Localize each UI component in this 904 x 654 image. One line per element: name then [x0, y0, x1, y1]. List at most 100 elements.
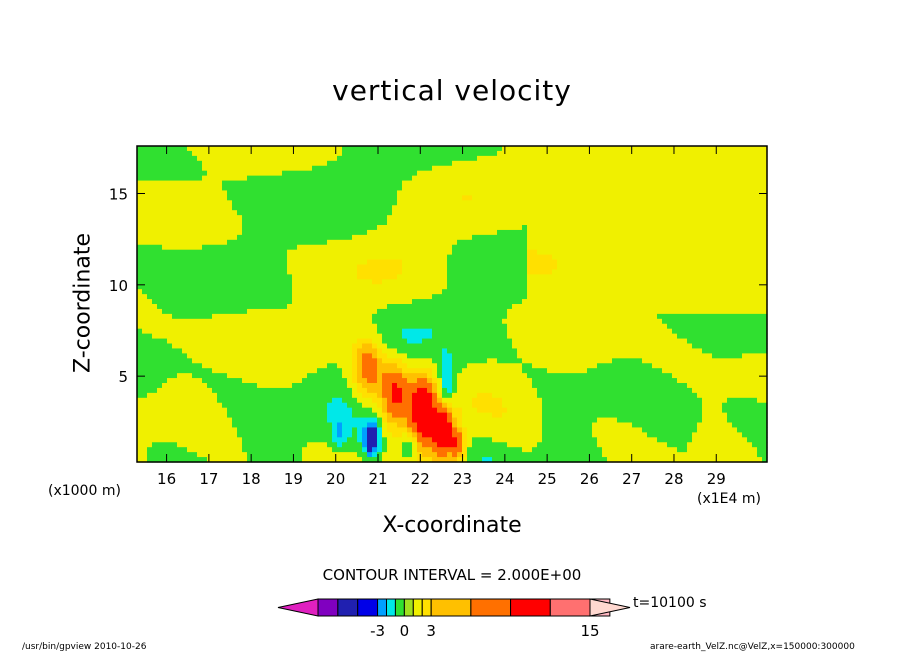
- field-cell: [277, 239, 283, 246]
- field-cell: [307, 234, 313, 241]
- field-cell: [162, 457, 168, 463]
- field-cell: [407, 165, 413, 172]
- field-cell: [422, 333, 428, 340]
- field-cell: [222, 269, 228, 275]
- field-cell: [242, 368, 248, 374]
- field-cell: [402, 170, 408, 177]
- field-cell: [277, 402, 283, 409]
- field-cell: [492, 447, 498, 453]
- field-cell: [157, 180, 163, 187]
- field-cell: [337, 259, 343, 266]
- field-cell: [162, 279, 168, 285]
- field-cell: [512, 215, 518, 221]
- field-cell: [467, 294, 473, 300]
- field-cell: [167, 373, 173, 379]
- field-cell: [177, 383, 183, 389]
- field-cell: [187, 442, 193, 448]
- field-cell: [467, 165, 473, 172]
- field-cell: [402, 363, 408, 369]
- field-cell: [167, 254, 173, 261]
- field-cell: [367, 294, 373, 300]
- field-cell: [497, 289, 503, 295]
- field-cell: [402, 373, 408, 379]
- field-cell: [212, 387, 218, 394]
- field-cell: [442, 402, 448, 409]
- field-cell: [467, 328, 473, 335]
- field-cell: [427, 279, 433, 285]
- field-cell: [242, 155, 248, 162]
- field-cell: [347, 234, 353, 241]
- field-cell: [362, 427, 368, 433]
- field-cell: [272, 225, 278, 231]
- field-cell: [287, 165, 293, 172]
- field-cell: [372, 387, 378, 394]
- field-cell: [387, 378, 393, 384]
- field-cell: [452, 205, 458, 211]
- field-cell: [167, 318, 173, 325]
- field-cell: [142, 210, 148, 216]
- field-cell: [257, 412, 263, 419]
- field-cell: [302, 254, 308, 261]
- field-cell: [177, 447, 183, 453]
- field-cell: [342, 225, 348, 231]
- field-cell: [437, 447, 443, 453]
- field-cell: [432, 328, 438, 335]
- field-cell: [332, 175, 338, 182]
- field-cell: [397, 387, 403, 394]
- field-cell: [327, 225, 333, 231]
- field-cell: [487, 210, 493, 216]
- field-cell: [337, 244, 343, 251]
- field-cell: [217, 308, 223, 315]
- field-cell: [412, 442, 418, 448]
- field-cell: [452, 225, 458, 231]
- field-cell: [477, 318, 483, 325]
- field-cell: [387, 407, 393, 414]
- field-cell: [282, 442, 288, 448]
- field-cell: [372, 180, 378, 187]
- field-cell: [302, 323, 308, 330]
- field-cell: [267, 170, 273, 177]
- field-cell: [267, 442, 273, 448]
- field-cell: [387, 274, 393, 280]
- field-cell: [517, 432, 523, 438]
- field-cell: [447, 387, 453, 394]
- field-cell: [152, 333, 158, 340]
- field-cell: [512, 200, 518, 206]
- field-cell: [432, 432, 438, 438]
- field-cell: [462, 215, 468, 221]
- field-cell: [272, 432, 278, 438]
- field-cell: [342, 289, 348, 295]
- field-cell: [192, 165, 198, 172]
- field-cell: [487, 229, 493, 236]
- field-cell: [417, 328, 423, 335]
- field-cell: [337, 229, 343, 236]
- field-cell: [152, 447, 158, 453]
- field-cell: [267, 432, 273, 438]
- field-cell: [347, 249, 353, 256]
- field-cell: [392, 289, 398, 295]
- field-cell: [262, 244, 268, 251]
- field-cell: [147, 304, 153, 310]
- field-cell: [257, 210, 263, 216]
- field-cell: [502, 412, 508, 419]
- field-cell: [282, 249, 288, 256]
- field-cell: [387, 299, 393, 305]
- field-cell: [487, 318, 493, 325]
- field-cell: [352, 205, 358, 211]
- field-cell: [467, 407, 473, 414]
- field-cell: [392, 195, 398, 201]
- field-cell: [512, 457, 518, 463]
- field-cell: [302, 422, 308, 429]
- field-cell: [172, 195, 178, 201]
- field-cell: [197, 279, 203, 285]
- field-cell: [342, 165, 348, 172]
- field-cell: [447, 210, 453, 216]
- field-cell: [152, 323, 158, 330]
- field-cell: [352, 155, 358, 162]
- field-cell: [407, 200, 413, 206]
- field-cell: [277, 378, 283, 384]
- field-cell: [362, 249, 368, 256]
- field-cell: [417, 378, 423, 384]
- field-cell: [302, 402, 308, 409]
- field-cell: [212, 175, 218, 182]
